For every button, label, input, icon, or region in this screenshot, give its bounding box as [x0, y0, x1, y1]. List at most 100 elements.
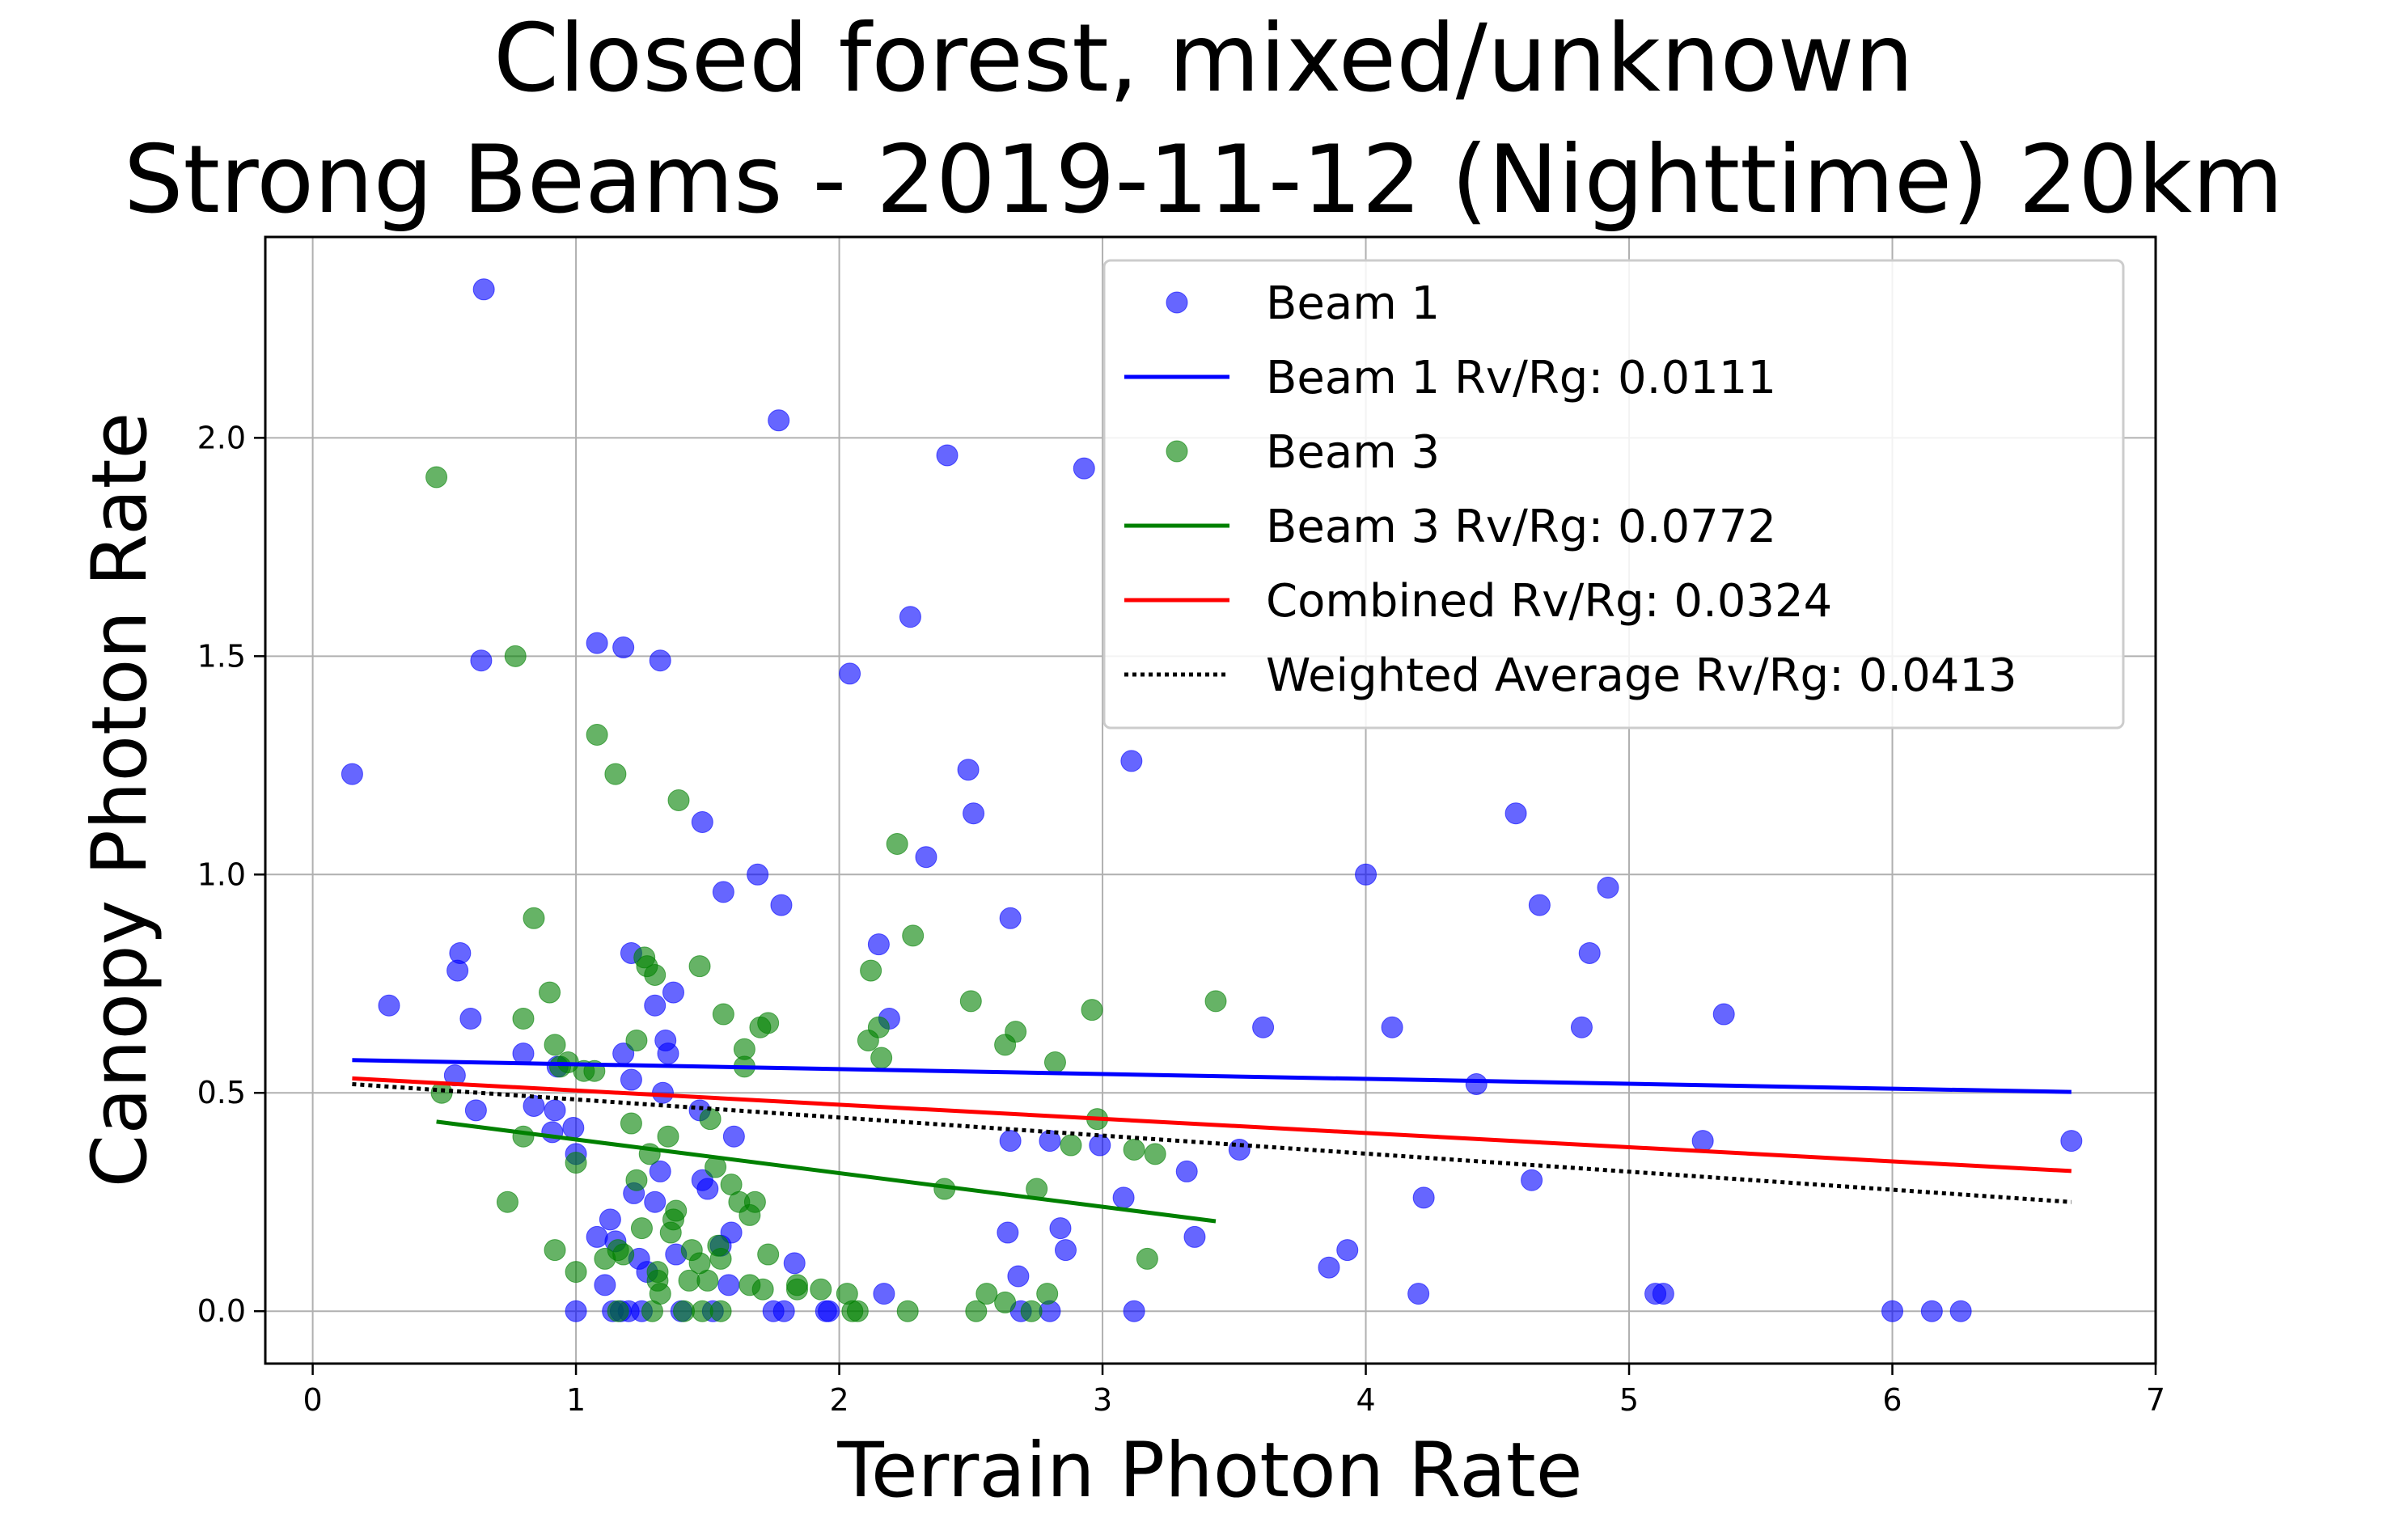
- x-tick-label: 0: [303, 1382, 322, 1418]
- scatter-point: [936, 444, 959, 467]
- scatter-point: [997, 1221, 1019, 1244]
- scatter-point: [1381, 1016, 1403, 1038]
- scatter-point: [902, 924, 925, 947]
- scatter-point: [709, 1300, 732, 1322]
- scatter-point: [565, 1152, 587, 1174]
- scatter-point: [699, 1108, 722, 1131]
- scatter-point: [770, 894, 793, 916]
- scatter-point: [965, 1300, 988, 1322]
- scatter-point: [1407, 1283, 1430, 1305]
- scatter-point: [1355, 863, 1378, 886]
- scatter-point: [1054, 1239, 1077, 1262]
- legend-marker: [1166, 291, 1188, 314]
- scatter-point: [1920, 1300, 1943, 1322]
- scatter-point: [1123, 1300, 1145, 1322]
- legend-label: Beam 1 Rv/Rg: 0.0111: [1266, 352, 1776, 404]
- scatter-point: [607, 1300, 629, 1322]
- scatter-point: [1712, 1003, 1735, 1026]
- scatter-point: [720, 1221, 743, 1244]
- y-tick-label: 2.0: [197, 420, 246, 455]
- scatter-points: [341, 278, 2083, 1322]
- scatter-point: [896, 1300, 919, 1322]
- x-tick-label: 4: [1356, 1382, 1375, 1418]
- scatter-point: [565, 1300, 587, 1322]
- fit-lines: [352, 1058, 2072, 1224]
- scatter-point: [999, 1130, 1022, 1152]
- scatter-point: [839, 662, 861, 685]
- legend-label: Beam 1: [1266, 277, 1440, 330]
- scatter-point: [688, 955, 711, 978]
- scatter-point: [783, 1252, 806, 1275]
- chart-title-line-2: Strong Beams - 2019-11-12 (Nighttime) 20…: [124, 125, 2283, 235]
- scatter-point: [470, 649, 493, 672]
- scatter-point: [757, 1243, 780, 1266]
- scatter-point: [512, 1125, 535, 1148]
- scatter-point: [625, 1169, 648, 1191]
- y-axis: 0.0 0.5 1.0 1.5 2.0: [197, 420, 265, 1329]
- y-axis-label: Canopy Photon Rate: [76, 412, 164, 1188]
- scatter-point: [722, 1125, 745, 1148]
- scatter-point: [1081, 999, 1103, 1021]
- scatter-point: [523, 1094, 545, 1117]
- scatter-point: [696, 1178, 719, 1200]
- chart-title-line-1: Closed forest, mixed/unknown: [493, 4, 1914, 113]
- scatter-point: [867, 933, 890, 956]
- scatter-point: [464, 1099, 487, 1122]
- y-tick-label: 0.5: [197, 1075, 246, 1110]
- scatter-point: [630, 1217, 653, 1240]
- scatter-point: [691, 1300, 713, 1322]
- scatter-point: [1073, 457, 1095, 480]
- scatter-point: [586, 724, 608, 746]
- scatter-point: [504, 645, 527, 667]
- scatter-point: [544, 1034, 566, 1056]
- scatter-point: [1597, 876, 1619, 899]
- scatter-point: [1089, 1134, 1111, 1157]
- scatter-point: [378, 994, 400, 1017]
- scatter-point: [709, 1247, 732, 1270]
- scatter-point: [1412, 1186, 1435, 1209]
- scatter-point: [886, 832, 908, 855]
- scatter-point: [1578, 941, 1601, 964]
- scatter-point: [999, 907, 1022, 929]
- scatter-point: [449, 941, 472, 964]
- scatter-point: [1881, 1300, 1904, 1322]
- fit-line: [436, 1119, 1217, 1224]
- legend-label: Combined Rv/Rg: 0.0324: [1266, 575, 1832, 628]
- scatter-point: [899, 606, 921, 628]
- scatter-point: [586, 1225, 608, 1248]
- scatter-point: [768, 409, 790, 432]
- scatter-point: [472, 278, 495, 301]
- scatter-point: [1112, 1186, 1135, 1209]
- scatter-point: [1005, 1021, 1027, 1043]
- scatter-point: [496, 1191, 518, 1213]
- scatter-point: [612, 1243, 635, 1266]
- scatter-point: [425, 466, 448, 488]
- scatter-point: [539, 981, 561, 1004]
- scatter-point: [1465, 1072, 1488, 1095]
- x-tick-label: 2: [829, 1382, 849, 1418]
- scatter-point: [1175, 1160, 1198, 1182]
- y-tick-label: 0.0: [197, 1293, 246, 1329]
- scatter-point: [644, 994, 667, 1017]
- scatter-point: [1183, 1225, 1206, 1248]
- scatter-point: [523, 907, 545, 929]
- scatter-point: [594, 1274, 616, 1296]
- x-tick-label: 7: [2146, 1382, 2165, 1418]
- scatter-point: [1228, 1138, 1251, 1161]
- scatter-point: [757, 1012, 780, 1034]
- scatter-point: [1036, 1283, 1059, 1305]
- scatter-point: [810, 1278, 832, 1301]
- scatter-point: [772, 1300, 795, 1322]
- y-tick-label: 1.0: [197, 856, 246, 892]
- scatter-point: [657, 1043, 679, 1065]
- scatter-point: [541, 1121, 564, 1144]
- scatter-point: [599, 1208, 621, 1231]
- scatter-point: [544, 1099, 566, 1122]
- scatter-point: [1336, 1239, 1359, 1262]
- scatter-point: [1007, 1265, 1030, 1288]
- scatter-point: [612, 637, 635, 659]
- x-axis-label: Terrain Photon Rate: [836, 1427, 1582, 1515]
- fit-line: [352, 1076, 2072, 1174]
- scatter-point: [1570, 1016, 1593, 1038]
